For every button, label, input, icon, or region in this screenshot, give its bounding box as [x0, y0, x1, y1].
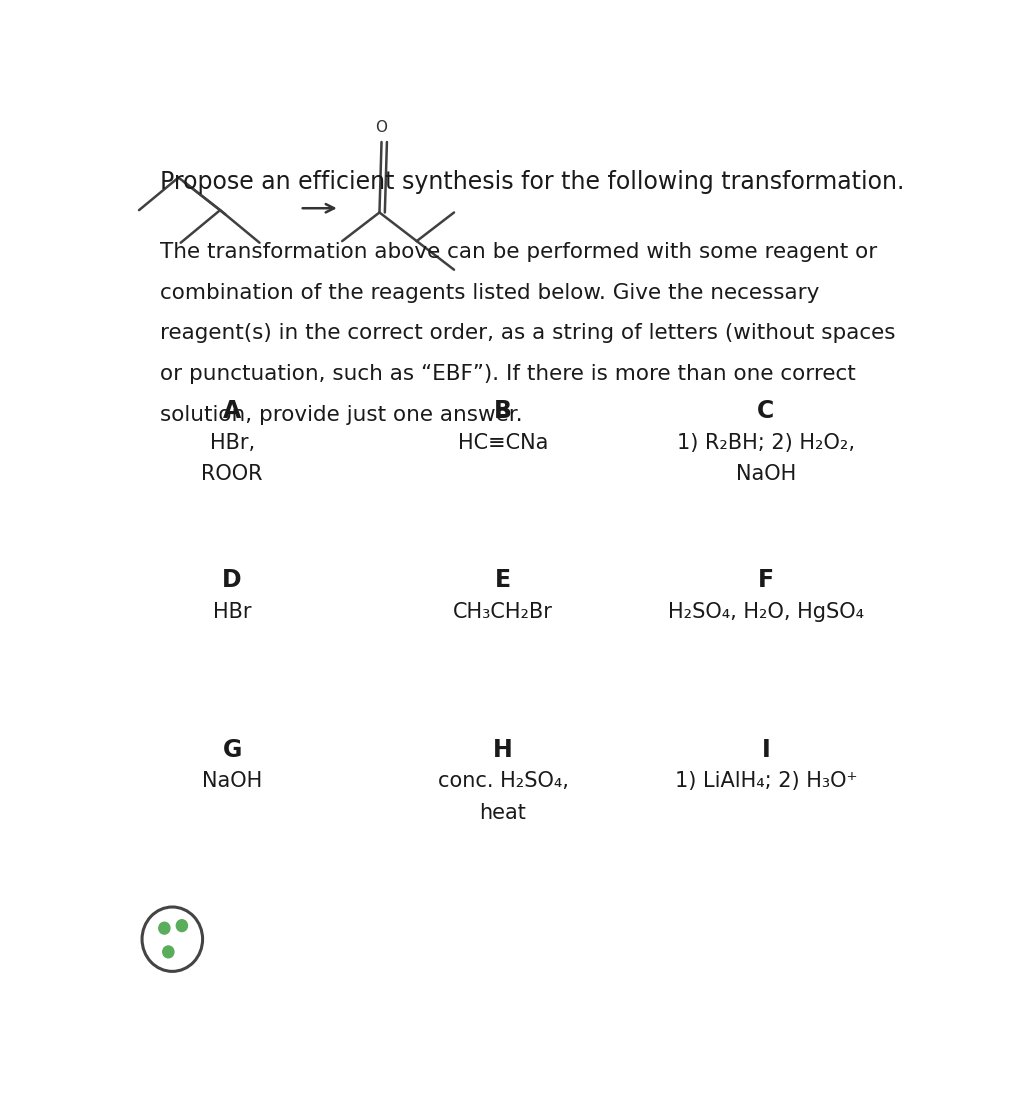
- Text: 1) LiAlH₄; 2) H₃O⁺: 1) LiAlH₄; 2) H₃O⁺: [674, 771, 857, 792]
- Text: D: D: [222, 569, 242, 592]
- Circle shape: [162, 946, 174, 958]
- Text: C: C: [758, 399, 774, 422]
- Text: HBr: HBr: [213, 602, 251, 623]
- Circle shape: [177, 920, 187, 932]
- Text: solution, provide just one answer.: solution, provide just one answer.: [160, 405, 523, 425]
- Text: conc. H₂SO₄,
heat: conc. H₂SO₄, heat: [438, 771, 568, 823]
- Text: NaOH: NaOH: [201, 771, 262, 792]
- Text: H: H: [493, 738, 513, 761]
- Text: H₂SO₄, H₂O, HgSO₄: H₂SO₄, H₂O, HgSO₄: [668, 602, 864, 623]
- Text: HBr,
ROOR: HBr, ROOR: [201, 432, 263, 484]
- Circle shape: [158, 922, 170, 934]
- Text: CH₃CH₂Br: CH₃CH₂Br: [453, 602, 553, 623]
- Text: 1) R₂BH; 2) H₂O₂,
NaOH: 1) R₂BH; 2) H₂O₂, NaOH: [676, 432, 855, 484]
- Text: E: E: [494, 569, 511, 592]
- Text: The transformation above can be performed with some reagent or: The transformation above can be performe…: [160, 242, 878, 262]
- Text: or punctuation, such as “EBF”). If there is more than one correct: or punctuation, such as “EBF”). If there…: [160, 364, 856, 384]
- Text: A: A: [223, 399, 242, 422]
- Text: combination of the reagents listed below. Give the necessary: combination of the reagents listed below…: [160, 283, 819, 302]
- Text: F: F: [758, 569, 774, 592]
- Text: HC≡CNa: HC≡CNa: [457, 432, 548, 453]
- Text: O: O: [375, 120, 388, 135]
- Text: reagent(s) in the correct order, as a string of letters (without spaces: reagent(s) in the correct order, as a st…: [160, 323, 895, 343]
- Text: I: I: [762, 738, 770, 761]
- Text: Propose an efficient synthesis for the following transformation.: Propose an efficient synthesis for the f…: [160, 170, 905, 194]
- Text: B: B: [493, 399, 512, 422]
- Text: G: G: [222, 738, 242, 761]
